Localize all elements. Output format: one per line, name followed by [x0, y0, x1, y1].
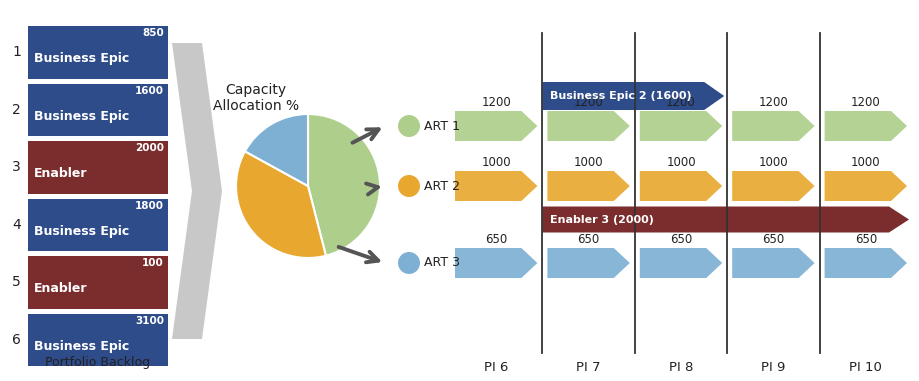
Polygon shape — [732, 171, 814, 201]
Polygon shape — [455, 171, 538, 201]
Text: 1000: 1000 — [482, 156, 511, 169]
Polygon shape — [824, 248, 907, 278]
Text: ART 1: ART 1 — [424, 120, 460, 133]
Text: Enabler: Enabler — [34, 282, 87, 295]
Polygon shape — [548, 111, 630, 141]
Text: PI 6: PI 6 — [484, 361, 508, 374]
Text: ART 3: ART 3 — [424, 256, 460, 269]
Text: 4: 4 — [12, 218, 21, 232]
Polygon shape — [548, 171, 630, 201]
Bar — [28, 26, 168, 78]
Text: PI 8: PI 8 — [669, 361, 693, 374]
Text: 3100: 3100 — [135, 315, 164, 325]
Bar — [28, 314, 168, 366]
Wedge shape — [244, 114, 308, 186]
Text: Business Epic: Business Epic — [34, 339, 130, 352]
Polygon shape — [640, 171, 722, 201]
Polygon shape — [732, 111, 814, 141]
Text: Enabler: Enabler — [34, 167, 87, 180]
Bar — [28, 83, 168, 136]
Circle shape — [398, 175, 420, 197]
Text: 1000: 1000 — [851, 156, 880, 169]
Text: 1000: 1000 — [758, 156, 789, 169]
Text: 3: 3 — [12, 160, 21, 174]
Text: ART 2: ART 2 — [424, 179, 460, 192]
Polygon shape — [640, 111, 722, 141]
Bar — [28, 141, 168, 194]
Text: 650: 650 — [485, 233, 507, 246]
Text: 1: 1 — [12, 45, 21, 59]
Text: 650: 650 — [762, 233, 785, 246]
Text: 1200: 1200 — [851, 96, 880, 109]
Wedge shape — [308, 114, 380, 256]
Text: 1200: 1200 — [666, 96, 696, 109]
Text: PI 10: PI 10 — [849, 361, 882, 374]
Polygon shape — [824, 171, 907, 201]
Text: Business Epic: Business Epic — [34, 110, 130, 123]
Text: PI 9: PI 9 — [761, 361, 786, 374]
Text: Capacity
Allocation %: Capacity Allocation % — [213, 83, 299, 113]
Text: Business Epic: Business Epic — [34, 52, 130, 65]
Text: 1000: 1000 — [666, 156, 696, 169]
Polygon shape — [640, 248, 722, 278]
Text: 650: 650 — [855, 233, 877, 246]
Polygon shape — [542, 207, 909, 232]
Text: 850: 850 — [142, 28, 164, 38]
Text: 6: 6 — [12, 333, 21, 347]
Wedge shape — [236, 151, 326, 258]
Polygon shape — [172, 43, 222, 339]
Text: 2: 2 — [12, 103, 21, 117]
Text: 1200: 1200 — [573, 96, 604, 109]
Polygon shape — [455, 111, 538, 141]
Text: Portfolio Backlog: Portfolio Backlog — [45, 356, 151, 369]
Text: 1200: 1200 — [758, 96, 789, 109]
Text: 1200: 1200 — [482, 96, 511, 109]
Text: 1000: 1000 — [573, 156, 604, 169]
Text: Business Epic: Business Epic — [34, 224, 130, 237]
Polygon shape — [732, 248, 814, 278]
Text: Business Epic 2 (1600): Business Epic 2 (1600) — [550, 91, 692, 101]
Bar — [28, 256, 168, 309]
Polygon shape — [455, 248, 538, 278]
Polygon shape — [548, 248, 630, 278]
Text: PI 7: PI 7 — [576, 361, 601, 374]
Text: Enabler 3 (2000): Enabler 3 (2000) — [550, 215, 654, 224]
Text: 1600: 1600 — [135, 85, 164, 96]
Bar — [28, 199, 168, 251]
Text: 100: 100 — [142, 258, 164, 268]
Text: 1800: 1800 — [135, 200, 164, 210]
Circle shape — [398, 252, 420, 274]
Text: 650: 650 — [577, 233, 600, 246]
Text: 5: 5 — [12, 275, 21, 289]
Text: 2000: 2000 — [135, 143, 164, 153]
Polygon shape — [824, 111, 907, 141]
Text: 650: 650 — [670, 233, 692, 246]
Polygon shape — [542, 82, 724, 110]
Circle shape — [398, 115, 420, 137]
